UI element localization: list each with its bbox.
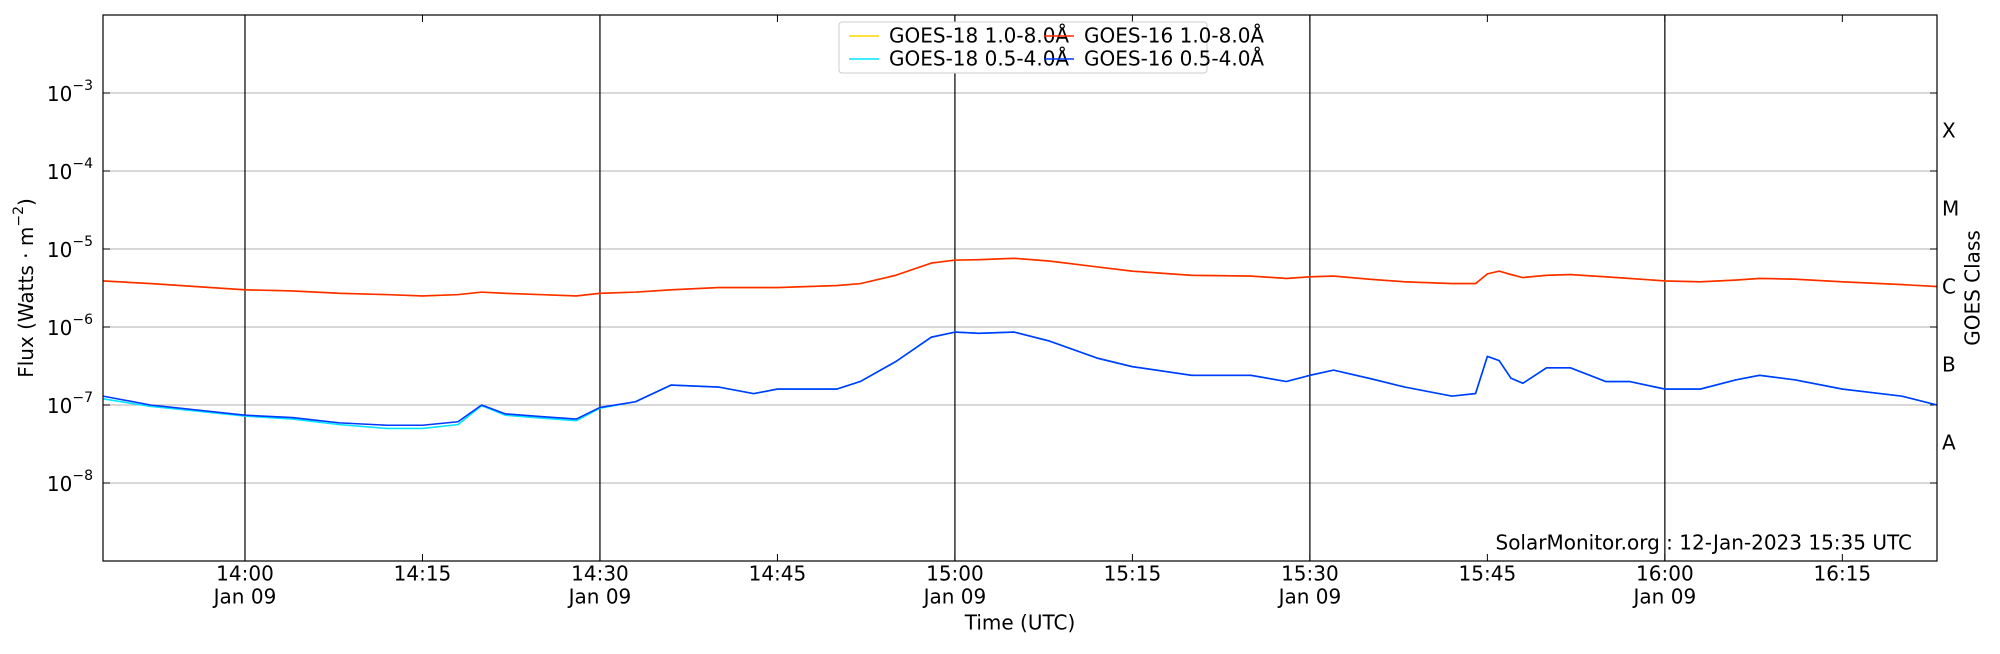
y-tick-exponent: −8 <box>72 468 93 484</box>
x-tick-label: 14:45 <box>749 562 807 586</box>
legend-label: GOES-18 0.5-4.0Å <box>889 47 1069 71</box>
y-tick-base: 10 <box>47 238 72 262</box>
x-tick-label: 15:00 <box>926 562 984 586</box>
y-tick-exponent: −3 <box>72 78 93 94</box>
y-tick-base: 10 <box>47 394 72 418</box>
y-tick-base: 10 <box>47 472 72 496</box>
y-tick-base: 10 <box>47 160 72 184</box>
x-axis-label: Time (UTC) <box>964 611 1076 635</box>
x-tick-label: 15:15 <box>1104 562 1162 586</box>
plot-frame <box>102 14 1938 562</box>
x-tick-label: Jan 09 <box>1277 585 1342 609</box>
series-line <box>102 257 1938 297</box>
y-tick-label: 10−7 <box>47 390 93 418</box>
x-tick-label: Jan 09 <box>922 585 987 609</box>
y-tick-label: 10−5 <box>47 234 93 262</box>
x-tick-label: Jan 09 <box>212 585 277 609</box>
class-label: M <box>1942 197 1959 221</box>
x-tick-label: Jan 09 <box>1632 585 1697 609</box>
y-tick-exponent: −4 <box>72 156 93 172</box>
y-axis-label-part: ) <box>14 198 38 206</box>
class-label: A <box>1942 431 1956 455</box>
y-axis-label: Flux (Watts · m−2) <box>11 198 38 378</box>
x-tick-label: 15:45 <box>1459 562 1517 586</box>
y-tick-base: 10 <box>47 316 72 340</box>
class-label: X <box>1942 119 1956 143</box>
y-tick-exponent: −7 <box>72 390 93 406</box>
series-line <box>102 331 1938 427</box>
y-tick-base: 10 <box>47 82 72 106</box>
legend-label: GOES-16 0.5-4.0Å <box>1084 47 1264 71</box>
x-tick-label: 16:15 <box>1814 562 1872 586</box>
y-axis-label-part: Flux (Watts · m <box>14 227 38 378</box>
y-tick-label: 10−6 <box>47 312 93 340</box>
legend-box <box>838 21 1208 74</box>
legend-label: GOES-18 1.0-8.0Å <box>889 24 1069 48</box>
y-axis-label-exponent: −2 <box>11 206 27 227</box>
y-tick-label: 10−3 <box>47 78 93 106</box>
class-label: C <box>1942 275 1956 299</box>
x-tick-label: 14:00 <box>216 562 274 586</box>
y-tick-exponent: −6 <box>72 312 93 328</box>
y-tick-label: 10−4 <box>47 156 93 184</box>
legend-label: GOES-16 1.0-8.0Å <box>1084 24 1264 48</box>
x-tick-label: 15:30 <box>1281 562 1339 586</box>
x-tick-label: Jan 09 <box>567 585 632 609</box>
y2-axis-label: GOES Class <box>1961 230 1985 346</box>
annotation: SolarMonitor.org : 12-Jan-2023 15:35 UTC <box>1496 531 1913 555</box>
y-tick-label: 10−8 <box>47 468 93 496</box>
class-label: B <box>1942 353 1956 377</box>
x-tick-label: 14:15 <box>394 562 452 586</box>
y-tick-exponent: −5 <box>72 234 93 250</box>
x-tick-label: 14:30 <box>571 562 629 586</box>
x-tick-label: 16:00 <box>1636 562 1694 586</box>
